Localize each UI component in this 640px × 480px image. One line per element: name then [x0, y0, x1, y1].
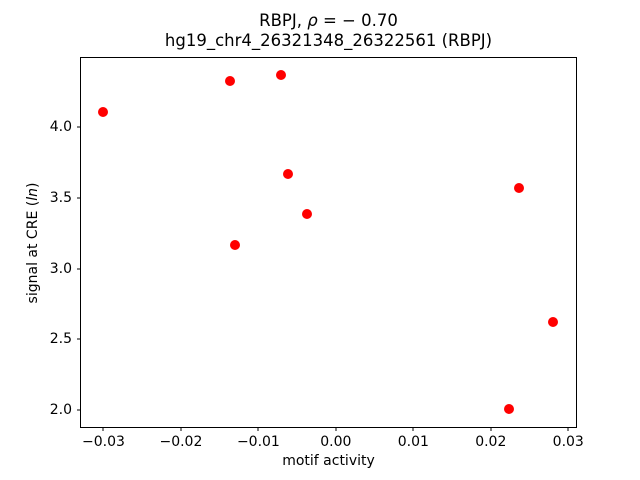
- plot-area: motif activity −0.03 −0.02 −0.01 0.00 0.01 0.…: [50, 57, 584, 469]
- x-tick-mark: [412, 427, 414, 431]
- scatter-point: [230, 239, 241, 250]
- chart-title-line1: RBPJ, ρ = − 0.70: [80, 11, 577, 31]
- rho-symbol: ρ: [307, 11, 318, 30]
- title-gene-text: RBPJ,: [259, 11, 308, 30]
- y-tick-mark: [77, 338, 81, 340]
- y-tick-label: 3.0: [49, 260, 72, 277]
- x-tick-label: 0.01: [397, 434, 429, 450]
- x-tick-mark: [102, 427, 104, 431]
- chart-title-line2: hg19_chr4_26321348_26322561 (RBPJ): [164, 31, 493, 50]
- x-tick-mark: [335, 427, 337, 431]
- y-tick-mark: [77, 409, 81, 411]
- scatter-point: [302, 208, 313, 219]
- x-tick-label: −0.02: [159, 434, 203, 450]
- x-tick-mark: [257, 427, 259, 431]
- scatter-point: [275, 69, 286, 80]
- x-tick-label: 0.00: [320, 434, 352, 450]
- y-tick-mark: [77, 197, 81, 199]
- scatter-point: [224, 75, 235, 86]
- y-tick-label: 4.0: [49, 119, 72, 136]
- y-tick-label: 3.5: [49, 190, 72, 207]
- y-tick-mark: [77, 126, 81, 128]
- x-tick-mark: [180, 427, 182, 431]
- y-tick-label: 2.0: [49, 402, 72, 419]
- x-tick-mark: [490, 427, 492, 431]
- x-tick-label: 0.02: [475, 434, 507, 450]
- x-axis-label: motif activity: [282, 453, 375, 469]
- x-tick-label: −0.01: [236, 434, 280, 450]
- scatter-point: [282, 168, 293, 179]
- x-tick-label: −0.03: [82, 434, 125, 450]
- y-axis-label-text: signal at CRE (: [25, 200, 41, 304]
- scatter-point: [513, 183, 524, 194]
- y-axis-label-ln: ln: [25, 188, 41, 201]
- x-tick-label: 0.03: [552, 434, 584, 450]
- y-tick-mark: [77, 268, 81, 270]
- scatter-point: [98, 106, 109, 117]
- scatter-point: [503, 403, 514, 414]
- y-axis-label: signal at CRE (ln): [25, 183, 41, 304]
- x-tick-mark: [567, 427, 569, 431]
- y-axis-label-paren: ): [25, 182, 41, 189]
- chart-title: RBPJ, ρ = − 0.70 hg19_chr4_26321348_2632…: [80, 11, 577, 51]
- rho-value: = − 0.70: [317, 11, 398, 30]
- scatter-point: [547, 317, 558, 328]
- y-tick-label: 2.5: [49, 331, 72, 348]
